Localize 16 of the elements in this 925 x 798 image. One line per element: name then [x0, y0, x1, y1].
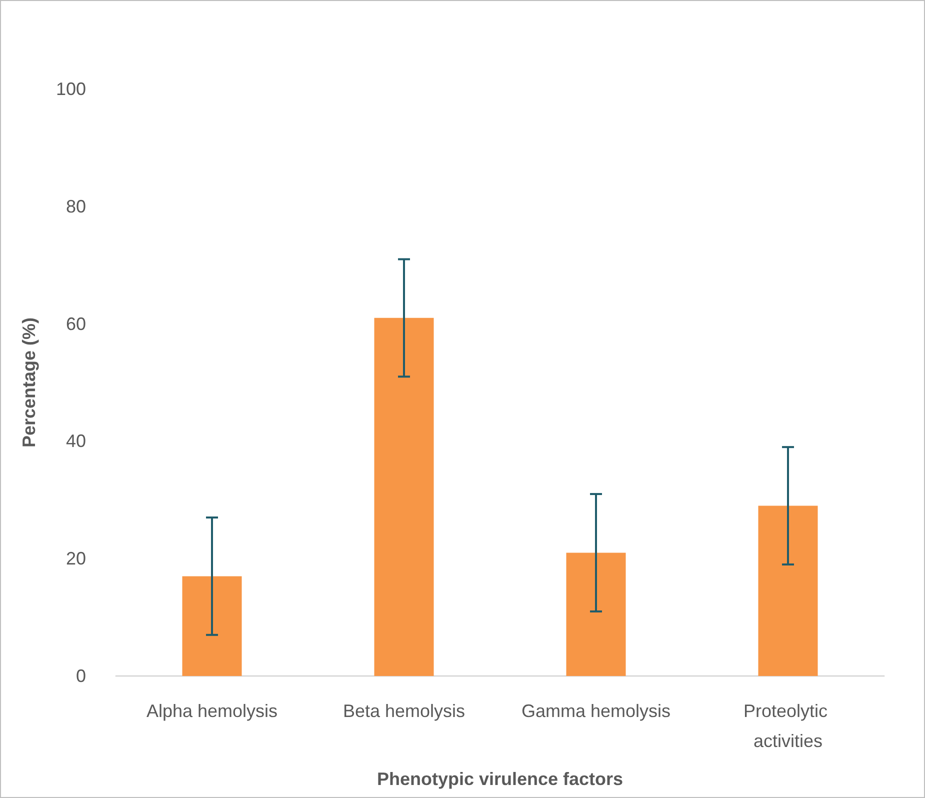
x-tick-label: Gamma hemolysis — [521, 701, 671, 721]
y-tick-label: 0 — [76, 666, 86, 686]
y-tick-label: 80 — [66, 196, 86, 216]
y-tick-label: 60 — [66, 314, 86, 334]
y-tick-label: 40 — [66, 431, 86, 452]
bar — [758, 506, 818, 676]
x-tick-label: Beta hemolysis — [342, 701, 466, 721]
x-tick-label: Proteolytic activities — [743, 701, 833, 751]
bar — [566, 552, 626, 676]
x-axis-title: Phenotypic virulence factors — [376, 769, 624, 789]
y-axis-title: Percentage (%) — [19, 317, 39, 448]
bar — [182, 576, 242, 676]
y-tick-label: 20 — [66, 548, 86, 569]
y-tick-label: 100 — [56, 79, 86, 99]
x-tick-label: Alpha hemolysis — [146, 701, 278, 721]
bar — [374, 318, 434, 676]
